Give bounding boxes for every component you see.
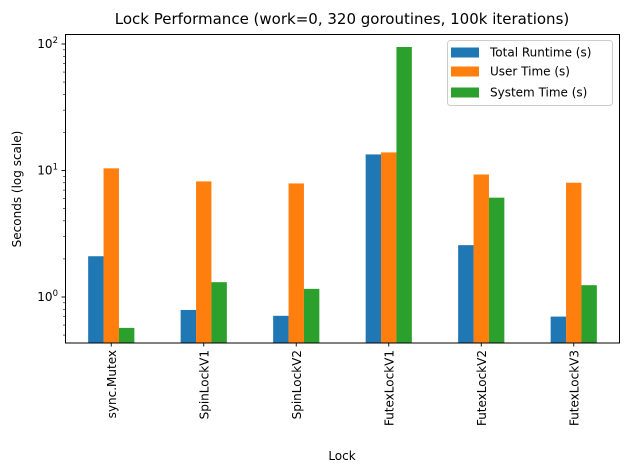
x-axis-ticks: sync.Mutex SpinLockV1 SpinLockV2 FutexLockV… xyxy=(105,343,581,426)
bar-spinlockv1-1 xyxy=(196,181,212,343)
bar-futexlockv2-2 xyxy=(488,197,505,343)
bar-futexlockv2-0 xyxy=(458,245,474,343)
x-tick-label: sync.Mutex xyxy=(105,350,119,418)
x-tick-label: SpinLockV1 xyxy=(197,350,211,419)
x-tick-label: FutexLockV1 xyxy=(382,350,396,426)
chart-title: Lock Performance (work=0, 320 goroutines… xyxy=(115,10,569,28)
legend: Total Runtime (s) User Time (s) System Tim… xyxy=(447,40,613,106)
bar-futexlockv3-0 xyxy=(550,316,567,343)
bar-sync-mutex-1 xyxy=(103,168,119,343)
y-axis-label: Seconds (log scale) xyxy=(10,131,24,248)
bar-futexlockv3-2 xyxy=(581,285,597,343)
x-tick-label: FutexLockV2 xyxy=(475,350,489,426)
bar-spinlockv2-1 xyxy=(288,183,304,343)
y-tick-label: 102 xyxy=(37,36,58,51)
legend-box xyxy=(447,40,613,106)
bar-spinlockv2-0 xyxy=(273,315,289,343)
x-tick-label: SpinLockV2 xyxy=(290,350,304,419)
bar-spinlockv1-0 xyxy=(180,309,197,343)
legend-label: Total Runtime (s) xyxy=(489,46,591,60)
bar-sync-mutex-0 xyxy=(88,256,104,343)
legend-label: System Time (s) xyxy=(490,86,587,100)
bar-futexlockv1-2 xyxy=(396,46,412,344)
x-tick-label: FutexLockV3 xyxy=(567,350,581,426)
bar-futexlockv2-1 xyxy=(473,174,489,343)
legend-swatch xyxy=(451,87,479,98)
bar-spinlockv1-2 xyxy=(211,282,227,343)
y-tick-label: 101 xyxy=(37,163,58,178)
y-axis-ticks: 100 101 102 xyxy=(37,36,65,336)
y-tick-label: 100 xyxy=(37,289,58,304)
bar-futexlockv1-1 xyxy=(381,152,397,343)
legend-swatch xyxy=(451,47,479,58)
bar-spinlockv2-2 xyxy=(303,288,320,343)
bar-futexlockv1-0 xyxy=(365,154,382,343)
plot-frame xyxy=(65,34,620,344)
legend-label: User Time (s) xyxy=(490,65,570,79)
x-axis-label: Lock xyxy=(328,449,355,463)
legend-swatch xyxy=(451,66,479,77)
bar-sync-mutex-2 xyxy=(118,327,135,343)
bar-futexlockv3-1 xyxy=(566,182,582,343)
bars-layer xyxy=(88,46,597,344)
